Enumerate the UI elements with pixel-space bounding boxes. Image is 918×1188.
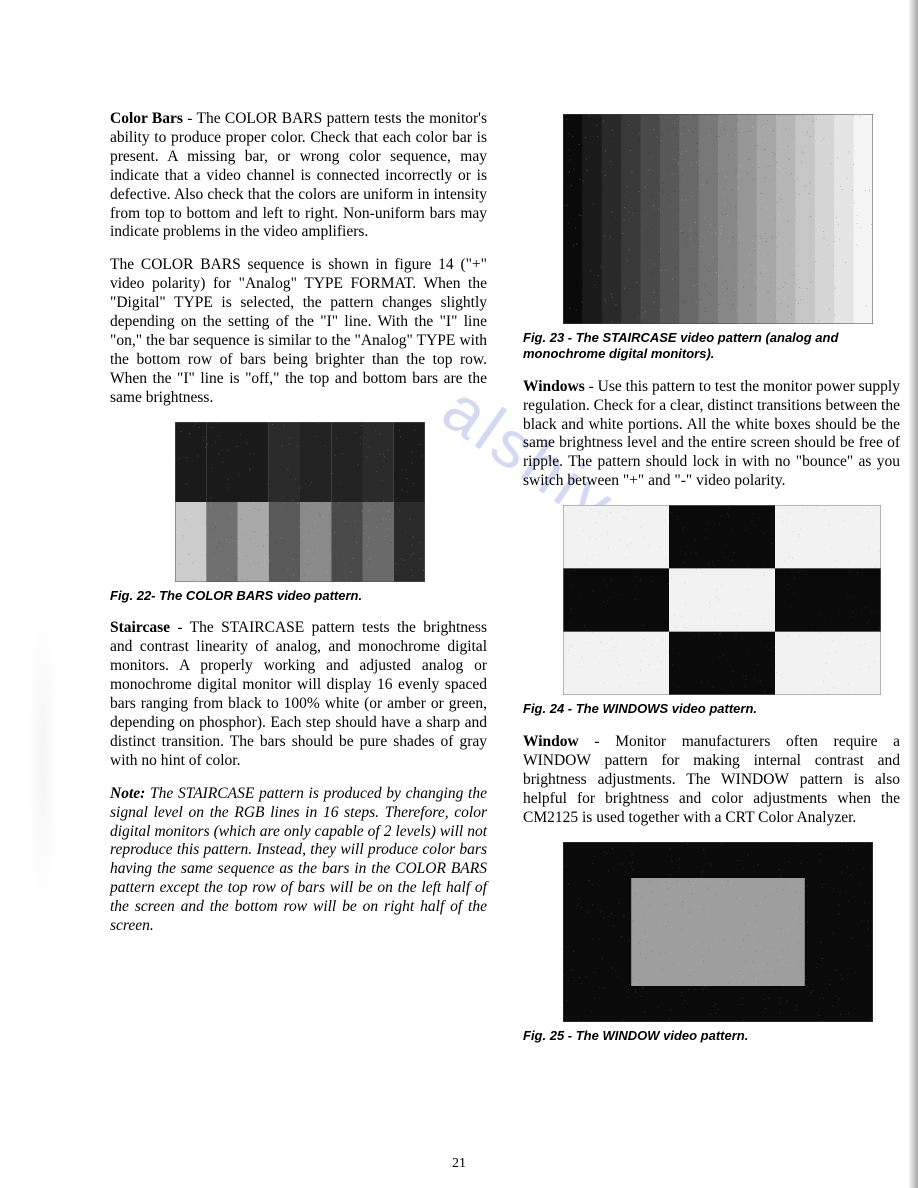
figure-23 — [523, 114, 900, 324]
left-column: Color Bars - The COLOR BARS pattern test… — [110, 110, 487, 1059]
fig25-caption: Fig. 25 - The WINDOW video pattern. — [523, 1028, 900, 1044]
heading-staircase: Staircase — [110, 619, 170, 636]
figure-25 — [523, 842, 900, 1022]
paragraph-windows: Windows - Use this pattern to test the m… — [523, 378, 900, 491]
figure-24 — [523, 505, 900, 695]
note-body: The STAIRCASE pattern is produced by cha… — [110, 785, 487, 934]
fig23-image — [563, 114, 873, 324]
page-edge-shadow — [908, 0, 918, 1188]
paragraph-color-bars-1: Color Bars - The COLOR BARS pattern test… — [110, 110, 487, 242]
fig22-image — [175, 422, 425, 582]
scan-artifact — [28, 600, 58, 920]
fig24-image — [563, 505, 881, 695]
right-column: Fig. 23 - The STAIRCASE video pattern (a… — [523, 110, 900, 1059]
paragraph-window: Window - Monitor manufacturers often req… — [523, 733, 900, 828]
paragraph-staircase: Staircase - The STAIRCASE pattern tests … — [110, 619, 487, 770]
figure-22 — [110, 422, 487, 582]
paragraph-color-bars-2: The COLOR BARS sequence is shown in figu… — [110, 256, 487, 407]
text: - The COLOR BARS pattern tests the monit… — [110, 110, 487, 240]
fig25-image — [563, 842, 873, 1022]
page-content: Color Bars - The COLOR BARS pattern test… — [110, 110, 900, 1059]
page-number: 21 — [0, 1156, 918, 1172]
text: - The STAIRCASE pattern tests the bright… — [110, 619, 487, 768]
heading-window: Window — [523, 733, 579, 750]
text: - Monitor manufacturers often require a … — [523, 733, 900, 826]
fig23-caption: Fig. 23 - The STAIRCASE video pattern (a… — [523, 330, 900, 362]
fig24-caption: Fig. 24 - The WINDOWS video pattern. — [523, 701, 900, 717]
paragraph-note: Note: The STAIRCASE pattern is produced … — [110, 785, 487, 936]
note-lead: Note: — [110, 785, 145, 802]
heading-color-bars: Color Bars — [110, 110, 183, 127]
fig22-caption: Fig. 22- The COLOR BARS video pattern. — [110, 588, 487, 604]
heading-windows: Windows — [523, 378, 585, 395]
